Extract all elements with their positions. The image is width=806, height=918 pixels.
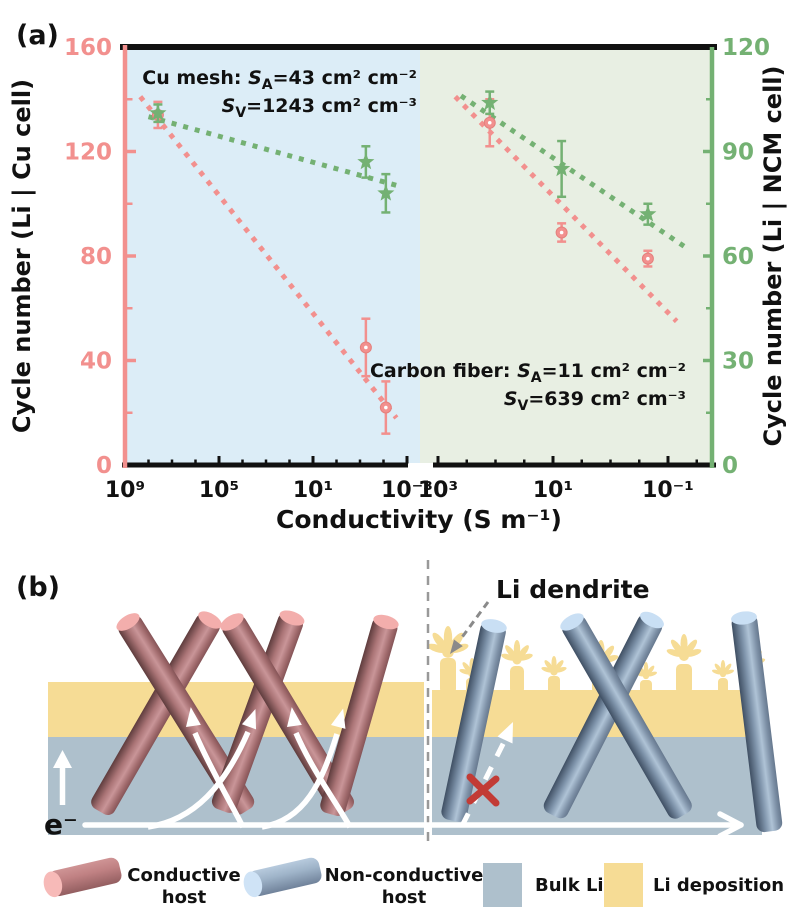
trend-line — [453, 94, 679, 324]
electron-path-arrowheads — [185, 707, 346, 730]
x-tick-label: 10⁻¹ — [642, 478, 694, 503]
legend-label-conductive-host: Conductive — [127, 865, 240, 886]
cu-mesh-annotation-line1: Cu mesh: SA=43 cm² cm⁻² — [142, 67, 417, 93]
legend-label-li-deposition: Li deposition — [653, 875, 784, 896]
data-points-layer — [149, 90, 657, 435]
conductive-cylinder — [116, 613, 255, 815]
y-left-tick-label: 40 — [80, 349, 112, 375]
bulk-li-legend-swatch — [483, 863, 522, 907]
conductive-cylinder — [91, 611, 222, 815]
data-point-circle-center — [384, 405, 388, 410]
data-point-circle-center — [646, 256, 650, 261]
legend-label-bulk-li: Bulk Li — [535, 875, 604, 896]
data-point-star — [639, 205, 657, 222]
data-point-circle-center — [559, 230, 564, 235]
trend-line — [138, 95, 399, 420]
legend-label-non-conductive-host-line2: host — [382, 887, 427, 908]
data-point-group — [379, 380, 392, 435]
data-point-group — [641, 249, 654, 268]
y-left-axis-title: Cycle number (Li | Cu cell) — [8, 79, 36, 433]
data-point-circle-center — [364, 345, 368, 350]
electron-flow-arrow — [82, 811, 744, 839]
conductive-host-legend-swatch — [43, 857, 122, 898]
y-right-tick-label: 30 — [722, 349, 754, 375]
non-conductive-cylinder — [543, 611, 664, 819]
data-point-group — [555, 222, 568, 243]
data-point-circle-center — [487, 120, 492, 125]
panel-b-illustration: (b) — [16, 560, 784, 908]
non-conductive-cylinder — [560, 613, 692, 819]
data-point-group — [639, 202, 657, 226]
y-right-axis-title: Cycle number (Li | NCM cell) — [759, 66, 787, 447]
carbon-fiber-region-bg — [420, 50, 710, 463]
data-point-star — [377, 184, 395, 201]
legend-label-non-conductive-host: Non-conductive — [325, 865, 484, 886]
non-conductive-host-cylinders — [441, 611, 783, 833]
x-tick-label: 10⁹ — [105, 478, 145, 503]
conductive-cylinder — [220, 613, 354, 816]
x-tick-label: 10¹ — [293, 478, 333, 503]
conductive-cylinder — [320, 614, 399, 816]
data-point-star — [357, 152, 375, 170]
li-dendrite-pointer-arrow — [450, 601, 490, 654]
blocked-electron-path-arrow — [459, 722, 513, 828]
y-left-tick-label: 160 — [64, 35, 112, 61]
electron-path-arrows — [147, 730, 353, 830]
data-point-group — [149, 103, 167, 124]
blocked-x-icon — [466, 773, 500, 807]
legend-label-conductive-host-line2: host — [162, 887, 207, 908]
x-tick-label: 10¹ — [533, 478, 573, 503]
y-left-tick-label: 80 — [80, 244, 112, 270]
x-axis-title: Conductivity (S m⁻¹) — [276, 505, 562, 534]
figure-legend: Conductive host Non-conductive host Bulk… — [43, 857, 784, 908]
non-conductive-cylinder — [731, 611, 783, 833]
carbon-fiber-annotation-line1: Carbon fiber: SA=11 cm² cm⁻² — [370, 360, 686, 386]
data-point-group — [553, 139, 571, 199]
electron-label: e⁻ — [44, 808, 78, 841]
data-point-group — [377, 172, 395, 214]
x-tick-label: 10³ — [418, 478, 458, 503]
data-point-star — [481, 93, 499, 110]
x-tick-label: 10⁵ — [199, 478, 239, 503]
li-dendrite-label: Li dendrite — [496, 575, 650, 604]
panel-a-label: (a) — [16, 20, 59, 51]
non-conductive-host-legend-swatch — [243, 857, 322, 898]
y-right-tick-label: 0 — [722, 453, 738, 479]
li-deposition-legend-swatch — [604, 863, 643, 907]
non-conductive-cylinder — [441, 619, 507, 822]
y-right-tick-label: 120 — [722, 35, 770, 61]
panel-b-label: (b) — [16, 572, 60, 603]
data-point-group — [481, 90, 499, 116]
y-left-tick-label: 120 — [64, 140, 112, 166]
cu-mesh-annotation-line2: SV=1243 cm² cm⁻³ — [222, 95, 417, 121]
trend-line — [147, 114, 401, 189]
electron-up-arrow — [53, 750, 72, 805]
y-right-tick-label: 90 — [722, 140, 754, 166]
data-point-group — [357, 145, 375, 179]
x-tick-label: 10⁻³ — [381, 478, 433, 503]
cu-mesh-region-bg — [127, 50, 420, 463]
carbon-fiber-annotation-line2: SV=639 cm² cm⁻³ — [504, 388, 686, 414]
data-point-star — [553, 159, 571, 177]
y-right-tick-label: 60 — [722, 244, 754, 270]
data-point-star — [149, 104, 167, 121]
data-point-group — [359, 317, 372, 378]
y-left-tick-label: 0 — [96, 453, 112, 479]
